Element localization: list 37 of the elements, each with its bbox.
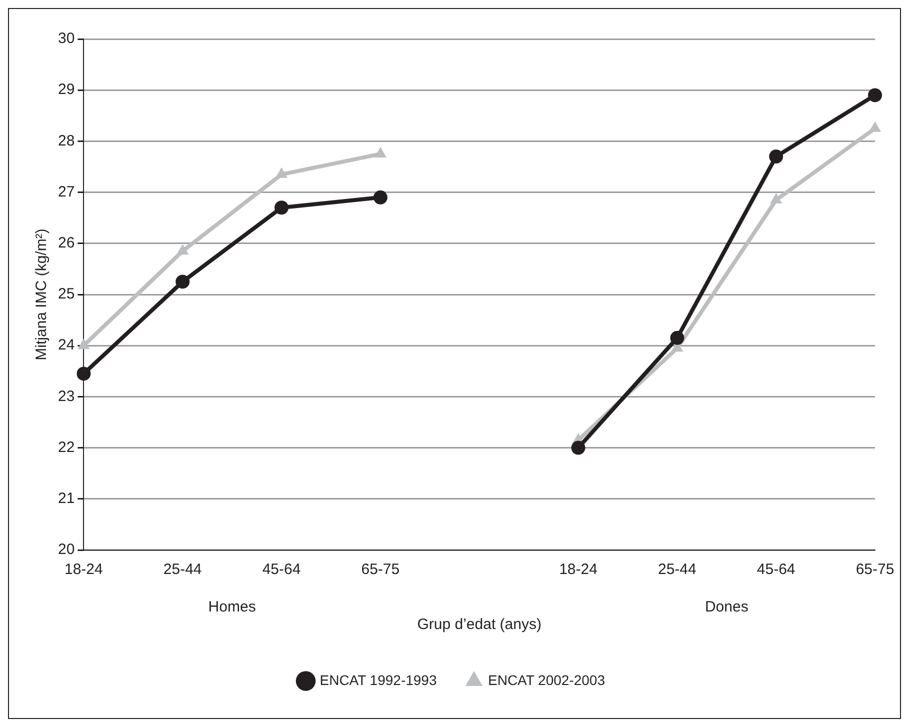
text: Homes xyxy=(208,598,256,616)
point xyxy=(770,192,782,204)
y-tick-label: 30 xyxy=(58,30,75,48)
legend-label: ENCAT 2002-2003 xyxy=(488,672,606,688)
point xyxy=(275,167,288,178)
point xyxy=(274,200,289,215)
y-tick-label: 29 xyxy=(58,81,75,98)
y-tick-label: 25 xyxy=(58,286,75,303)
point xyxy=(868,121,882,132)
text: Dones xyxy=(704,598,748,616)
y-tick-label: 26 xyxy=(58,234,75,252)
y-tick-label: 23 xyxy=(58,388,75,405)
point xyxy=(373,190,388,204)
y-tick-label: 24 xyxy=(58,336,75,354)
y-tick-label: 21 xyxy=(58,490,75,508)
y-tick-label: 22 xyxy=(58,438,75,456)
x-axis-title: Grup d’edat (anys) xyxy=(417,616,542,634)
x-tick-label: 25-44 xyxy=(163,561,202,578)
point xyxy=(374,146,386,158)
legend-label: ENCAT 1992-1993 xyxy=(320,672,437,688)
y-tick-label: 27 xyxy=(58,183,75,200)
x-tick-label: 45-64 xyxy=(756,561,796,578)
x-tick-label: 25-44 xyxy=(658,561,696,578)
point xyxy=(78,338,90,350)
x-tick-label: 65-75 xyxy=(361,561,400,578)
y-tick-label: 28 xyxy=(58,132,75,150)
y-axis-title: Mitjana IMC (kg/m²) xyxy=(33,228,50,360)
point xyxy=(176,244,189,255)
point xyxy=(76,366,91,381)
y-tick-label: 20 xyxy=(58,541,75,558)
point xyxy=(571,440,586,455)
x-tick-label: 65-75 xyxy=(856,561,894,578)
point xyxy=(176,274,190,289)
x-tick-label: 45-64 xyxy=(262,561,301,578)
x-tick-label: 18-24 xyxy=(64,561,103,578)
x-tick-label: 18-24 xyxy=(559,561,598,578)
point xyxy=(670,330,684,345)
